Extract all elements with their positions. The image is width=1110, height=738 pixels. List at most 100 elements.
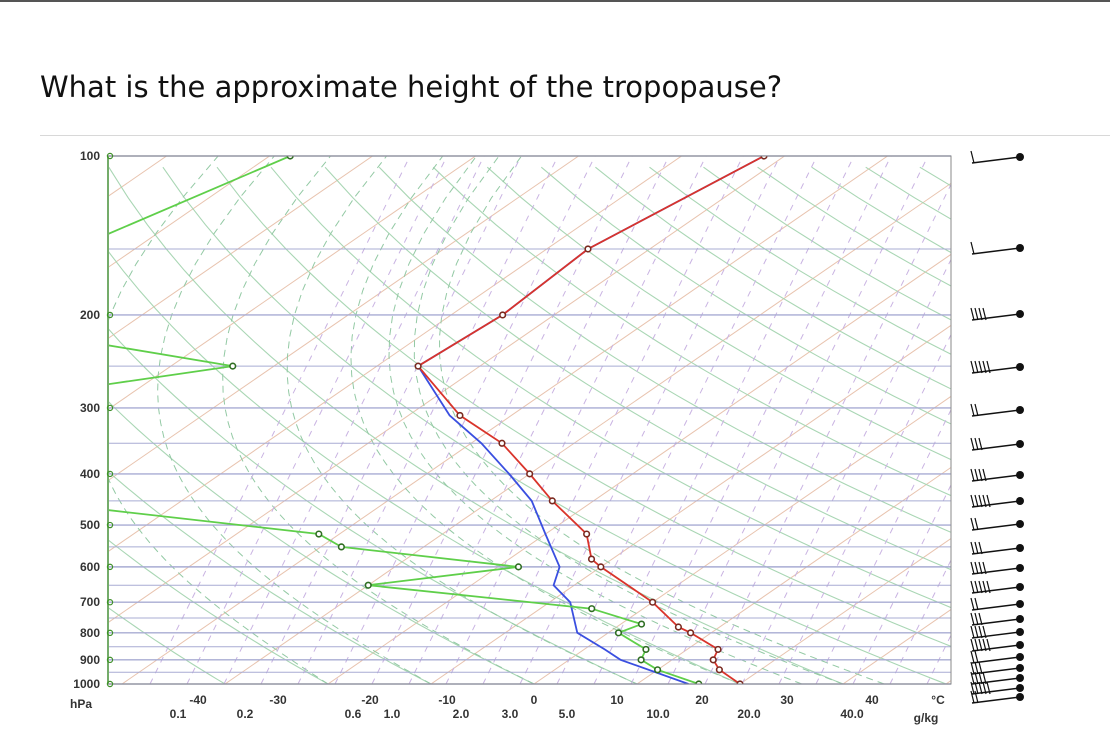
wind-barb-feather <box>982 307 987 321</box>
wind-barb-feather <box>974 541 979 555</box>
wind-barb <box>970 650 1024 664</box>
dewpoint-point <box>588 605 596 613</box>
mixing-ratio-unit-label: g/kg <box>914 711 939 725</box>
dry-adiabat-line <box>703 166 951 321</box>
wind-barb-feather <box>986 360 991 374</box>
dewpoint-point <box>364 581 372 589</box>
wind-barb-feather <box>974 650 979 664</box>
moist-adiabat-line <box>388 156 802 684</box>
temperature-point <box>414 362 422 370</box>
dry-adiabat-line <box>324 166 951 571</box>
wind-barb-staff <box>971 547 1021 555</box>
y-axis-unit-label: hPa <box>70 697 92 711</box>
dry-adiabat-line <box>1028 167 1110 695</box>
wind-barb-feather <box>970 661 975 675</box>
dry-adiabat-line <box>919 166 951 187</box>
dry-adiabat-line <box>216 166 951 647</box>
y-tick-label: 500 <box>80 518 100 532</box>
wind-barb <box>970 671 1024 685</box>
wind-barb-feather <box>974 671 979 685</box>
wind-barb <box>970 494 1024 508</box>
wind-barb-feather <box>974 561 979 575</box>
top-border <box>0 0 1110 2</box>
mixing-ratio-tick-label: 1.0 <box>384 707 401 721</box>
temperature-point <box>736 680 744 684</box>
wind-barb-staff <box>971 156 1021 164</box>
wind-barb <box>970 468 1024 482</box>
mixing-ratio-tick-label: 0.6 <box>345 707 362 721</box>
y-tick-label: 100 <box>80 149 100 163</box>
mixing-ratio-line <box>149 156 411 684</box>
y-tick-label: 800 <box>80 626 100 640</box>
y-tick-marker <box>106 152 114 160</box>
dry-adiabat-line <box>270 166 951 609</box>
dewpoint-point <box>653 666 662 674</box>
mixing-ratio-line <box>704 183 951 684</box>
isotherm-line <box>224 182 951 684</box>
temperature-tick-label: 30 <box>780 693 794 707</box>
dry-adiabat-line <box>540 166 951 425</box>
wind-barb-feather <box>982 625 987 639</box>
dry-adiabat-line <box>811 166 951 254</box>
moist-adiabat-line <box>222 156 535 684</box>
isotherm-line <box>108 156 476 411</box>
isotherm-line <box>108 156 373 340</box>
wind-barb-station-dot <box>1016 664 1024 672</box>
isotherm-line <box>430 324 951 684</box>
wind-barb-station-dot <box>1016 693 1024 701</box>
wind-barb-station-dot <box>1016 653 1024 661</box>
dry-adiabat-line <box>974 167 1110 695</box>
mixing-ratio-line <box>223 156 485 684</box>
wind-barb-feather <box>978 625 983 639</box>
temperature-tick-label: -10 <box>438 693 456 707</box>
mixing-ratio-line <box>297 156 559 684</box>
wind-barb <box>970 580 1024 594</box>
temperature-point <box>709 656 717 664</box>
temperature-tick-label: 0 <box>531 693 538 707</box>
wind-barb-station-dot <box>1016 674 1024 682</box>
y-tick-label: 200 <box>80 308 100 322</box>
mixing-ratio-line <box>889 558 951 684</box>
wind-barb-feather <box>978 561 983 575</box>
wind-barb-staff <box>971 696 1021 704</box>
wind-barb-staff <box>971 677 1021 685</box>
wind-barb-station-dot <box>1016 363 1024 371</box>
wind-barb-station-dot <box>1016 684 1024 692</box>
dry-adiabat-line <box>162 166 948 684</box>
dry-adiabat-line <box>486 166 951 461</box>
dry-adiabat-line <box>108 539 330 684</box>
temperature-tick-label: -20 <box>361 693 379 707</box>
dewpoint-point <box>315 530 323 538</box>
y-tick-label: 300 <box>80 401 100 415</box>
dewpoint-point <box>32 471 38 477</box>
wind-barb-feather <box>974 681 979 695</box>
temperature-point <box>498 439 506 447</box>
wind-barb-feather <box>974 612 979 626</box>
temperature-point <box>583 530 591 538</box>
y-tick-marker <box>106 311 114 319</box>
wind-barb <box>970 690 1024 704</box>
wind-barb-staff <box>971 618 1021 626</box>
wind-barb <box>970 625 1024 639</box>
wind-barb-staff <box>971 474 1021 482</box>
mixing-ratio-line <box>852 483 951 684</box>
dry-adiabat-line <box>108 400 536 684</box>
wind-barb <box>970 403 1024 417</box>
wind-barb-feather <box>982 580 987 594</box>
temperature-tick-label: 10 <box>610 693 624 707</box>
isotherm-line <box>108 156 682 553</box>
mixing-ratio-tick-label: 0.1 <box>170 707 187 721</box>
y-axis-tick-labels: 100 200 300 400 500 600 700 800 900 1000 hPa <box>70 149 114 711</box>
wind-barb-feather <box>978 671 983 685</box>
wind-barb-station-dot <box>1016 628 1024 636</box>
y-tick-marker <box>106 629 114 637</box>
divider <box>40 135 1110 136</box>
wind-barb-feather <box>978 307 983 321</box>
dewpoint-point <box>695 680 703 684</box>
dry-adiabat-line <box>108 470 433 684</box>
wind-barb-feather <box>982 671 987 685</box>
wind-barb <box>970 612 1024 626</box>
wind-barb-feather <box>978 494 983 508</box>
mixing-ratio-tick-label: 3.0 <box>502 707 519 721</box>
